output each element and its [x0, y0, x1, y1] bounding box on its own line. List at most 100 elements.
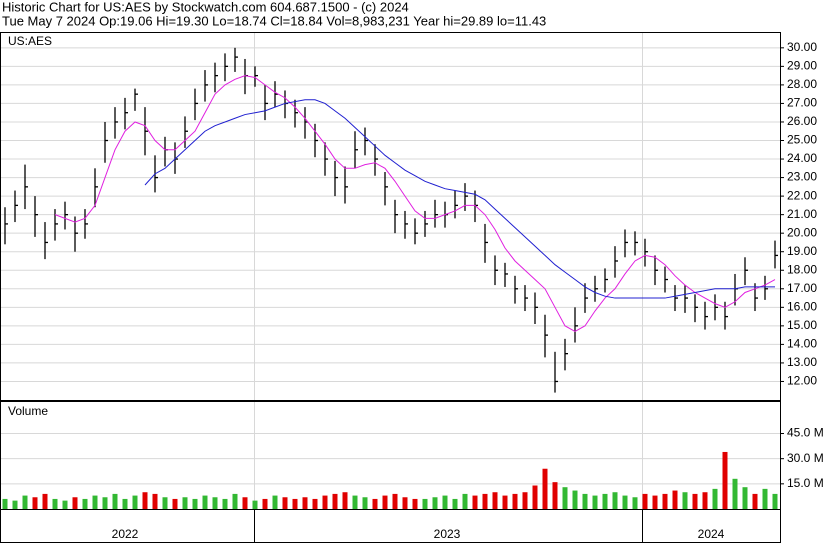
volume-bar — [282, 497, 288, 509]
volume-bar — [52, 498, 58, 509]
volume-bar — [172, 498, 178, 509]
volume-bar — [212, 497, 218, 509]
volume-bar — [432, 497, 438, 509]
volume-bar — [12, 500, 18, 509]
volume-bar — [592, 495, 598, 509]
volume-bar — [462, 493, 468, 509]
y-tick-label: 12.00 — [787, 374, 817, 388]
volume-bar — [512, 493, 518, 509]
y-tick-label: 16.00 — [787, 299, 817, 313]
y-tick-label: 30.00 — [787, 40, 817, 54]
volume-bar — [322, 495, 328, 509]
volume-bar — [712, 488, 718, 509]
volume-bar — [312, 498, 318, 509]
x-tick-label: 2023 — [434, 527, 461, 541]
volume-bar — [92, 495, 98, 509]
y-tick-label: 17.00 — [787, 281, 817, 295]
volume-bar — [562, 487, 568, 509]
volume-bar — [112, 493, 118, 509]
y-tick-label: 27.00 — [787, 96, 817, 110]
volume-bar — [492, 492, 498, 509]
volume-bar — [602, 493, 608, 509]
volume-bar — [222, 498, 228, 509]
volume-bar — [72, 497, 78, 509]
volume-bar — [442, 495, 448, 509]
volume-bar — [102, 497, 108, 509]
volume-bar — [622, 495, 628, 509]
volume-bar — [642, 493, 648, 509]
chart-title: Historic Chart for US:AES by Stockwatch.… — [2, 0, 409, 14]
y-tick-label: 20.00 — [787, 225, 817, 239]
volume-bar — [122, 498, 128, 509]
volume-bar — [372, 498, 378, 509]
volume-bar — [572, 490, 578, 509]
volume-bar — [682, 492, 688, 509]
volume-bar — [342, 492, 348, 509]
y-tick-label: 15.0 M — [787, 476, 824, 490]
volume-bar — [132, 495, 138, 509]
volume-bar — [272, 495, 278, 509]
y-tick-label: 23.00 — [787, 170, 817, 184]
volume-bar — [32, 497, 38, 509]
volume-bar — [502, 495, 508, 509]
y-tick-label: 14.00 — [787, 337, 817, 351]
y-tick-label: 19.00 — [787, 244, 817, 258]
y-tick-label: 18.00 — [787, 262, 817, 276]
volume-bar — [552, 482, 558, 509]
volume-bar — [42, 493, 48, 509]
volume-bar — [252, 500, 258, 509]
volume-bar — [532, 485, 538, 509]
volume-bar — [732, 478, 738, 509]
volume-bar — [192, 498, 198, 509]
volume-bar — [752, 493, 758, 509]
volume-bar — [652, 495, 658, 509]
volume-bar — [382, 495, 388, 509]
volume-bar — [582, 493, 588, 509]
volume-bar — [402, 497, 408, 509]
volume-bar — [412, 498, 418, 509]
volume-bar — [762, 488, 768, 509]
volume-bar — [632, 497, 638, 509]
volume-bar — [262, 498, 268, 509]
price-panel — [0, 32, 781, 401]
volume-bar — [22, 495, 28, 509]
plot: 12.00 13.00 14.00 15.00 16.00 17.00 18.00 19.00… — [2, 40, 824, 541]
symbol-label: US:AES — [8, 34, 52, 48]
y-tick-label: 26.00 — [787, 114, 817, 128]
volume-bar — [232, 493, 238, 509]
volume-bar — [542, 468, 548, 509]
volume-bar — [2, 498, 8, 509]
y-tick-label: 21.00 — [787, 207, 817, 221]
y-tick-label: 25.00 — [787, 133, 817, 147]
volume-bar — [242, 497, 248, 509]
x-tick-label: 2024 — [698, 527, 725, 541]
volume-bar — [472, 495, 478, 509]
volume-bar — [62, 500, 68, 509]
y-tick-label: 29.00 — [787, 59, 817, 73]
volume-bar — [612, 492, 618, 509]
y-tick-label: 13.00 — [787, 355, 817, 369]
volume-bar — [82, 498, 88, 509]
y-tick-label: 45.0 M — [787, 426, 824, 440]
volume-bar — [422, 498, 428, 509]
volume-bar — [522, 492, 528, 509]
moving-average — [54, 75, 776, 332]
volume-bar — [452, 498, 458, 509]
volume-label: Volume — [8, 404, 48, 418]
x-tick-label: 2022 — [112, 527, 139, 541]
volume-bar — [362, 497, 368, 509]
quote-line: Tue May 7 2024 Op:19.06 Hi=19.30 Lo=18.7… — [2, 13, 546, 28]
volume-bar — [672, 490, 678, 509]
volume-bar — [292, 498, 298, 509]
volume-bar — [692, 493, 698, 509]
volume-bar — [142, 492, 148, 509]
grid — [1, 33, 780, 509]
y-tick-label: 15.00 — [787, 318, 817, 332]
volume-bar — [742, 487, 748, 509]
volume-bar — [722, 451, 728, 509]
y-tick-label: 30.0 M — [787, 451, 824, 465]
volume-bar — [332, 493, 338, 509]
volume-bar — [772, 493, 778, 509]
volume-bar — [482, 493, 488, 509]
